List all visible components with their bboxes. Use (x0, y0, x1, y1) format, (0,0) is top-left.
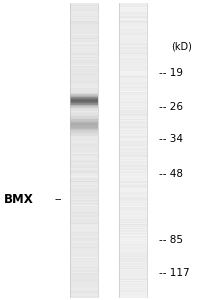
Text: -- 117: -- 117 (159, 268, 190, 278)
Text: -- 19: -- 19 (159, 68, 183, 79)
Text: -- 85: -- 85 (159, 235, 183, 245)
Text: (kD): (kD) (171, 41, 192, 52)
Text: BMX: BMX (4, 193, 34, 206)
Text: -- 34: -- 34 (159, 134, 183, 145)
Text: -- 48: -- 48 (159, 169, 183, 179)
Text: --: -- (55, 194, 62, 205)
Text: -- 26: -- 26 (159, 101, 183, 112)
